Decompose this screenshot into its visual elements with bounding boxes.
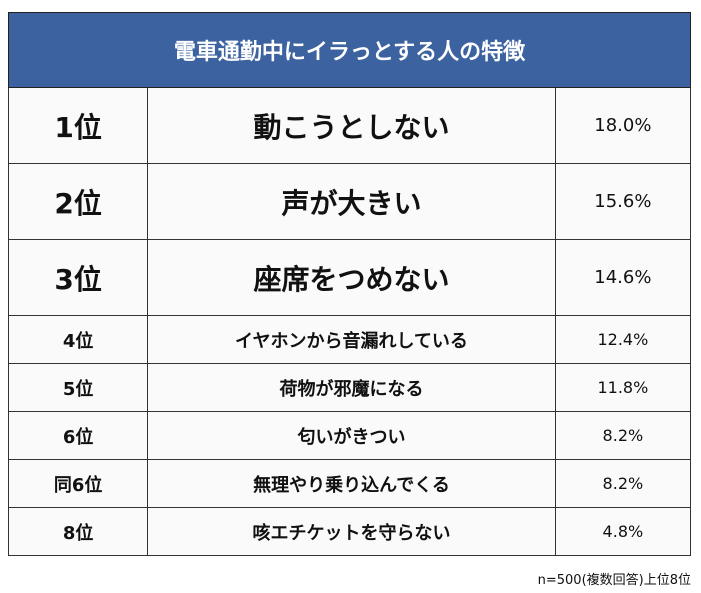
table-header-row: 電車通勤中にイラっとする人の特徴 (8, 12, 691, 88)
table-row: 5位 荷物が邪魔になる 11.8% (7, 363, 692, 412)
percent-cell: 15.6% (554, 163, 692, 240)
item-cell: 無理やり乗り込んでくる (147, 459, 556, 508)
rank-cell: 5位 (7, 363, 149, 412)
rank-cell: 8位 (7, 507, 149, 556)
item-cell: 座席をつめない (147, 239, 556, 316)
rank-cell: 1位 (7, 87, 149, 164)
item-cell: 荷物が邪魔になる (147, 363, 556, 412)
table-row: 4位 イヤホンから音漏れしている 12.4% (7, 315, 692, 364)
percent-cell: 8.2% (554, 411, 692, 460)
table-row: 2位 声が大きい 15.6% (7, 163, 692, 240)
footnote: n=500(複数回答)上位8位 (537, 573, 691, 588)
ranking-table: 電車通勤中にイラっとする人の特徴 1位 動こうとしない 18.0% 2位 声が大… (7, 12, 692, 556)
percent-cell: 14.6% (554, 239, 692, 316)
item-cell: 咳エチケットを守らない (147, 507, 556, 556)
rank-cell: 同6位 (7, 459, 149, 508)
rank-cell: 2位 (7, 163, 149, 240)
item-cell: 動こうとしない (147, 87, 556, 164)
table-row: 6位 匂いがきつい 8.2% (7, 411, 692, 460)
rank-cell: 3位 (7, 239, 149, 316)
percent-cell: 11.8% (554, 363, 692, 412)
percent-cell: 18.0% (554, 87, 692, 164)
table-title: 電車通勤中にイラっとする人の特徴 (8, 12, 691, 88)
item-cell: 匂いがきつい (147, 411, 556, 460)
table-row: 3位 座席をつめない 14.6% (7, 239, 692, 316)
table-row: 1位 動こうとしない 18.0% (7, 87, 692, 164)
percent-cell: 8.2% (554, 459, 692, 508)
percent-cell: 4.8% (554, 507, 692, 556)
item-cell: 声が大きい (147, 163, 556, 240)
rank-cell: 4位 (7, 315, 149, 364)
percent-cell: 12.4% (554, 315, 692, 364)
rank-cell: 6位 (7, 411, 149, 460)
table-row: 8位 咳エチケットを守らない 4.8% (7, 507, 692, 556)
table-row: 同6位 無理やり乗り込んでくる 8.2% (7, 459, 692, 508)
item-cell: イヤホンから音漏れしている (147, 315, 556, 364)
